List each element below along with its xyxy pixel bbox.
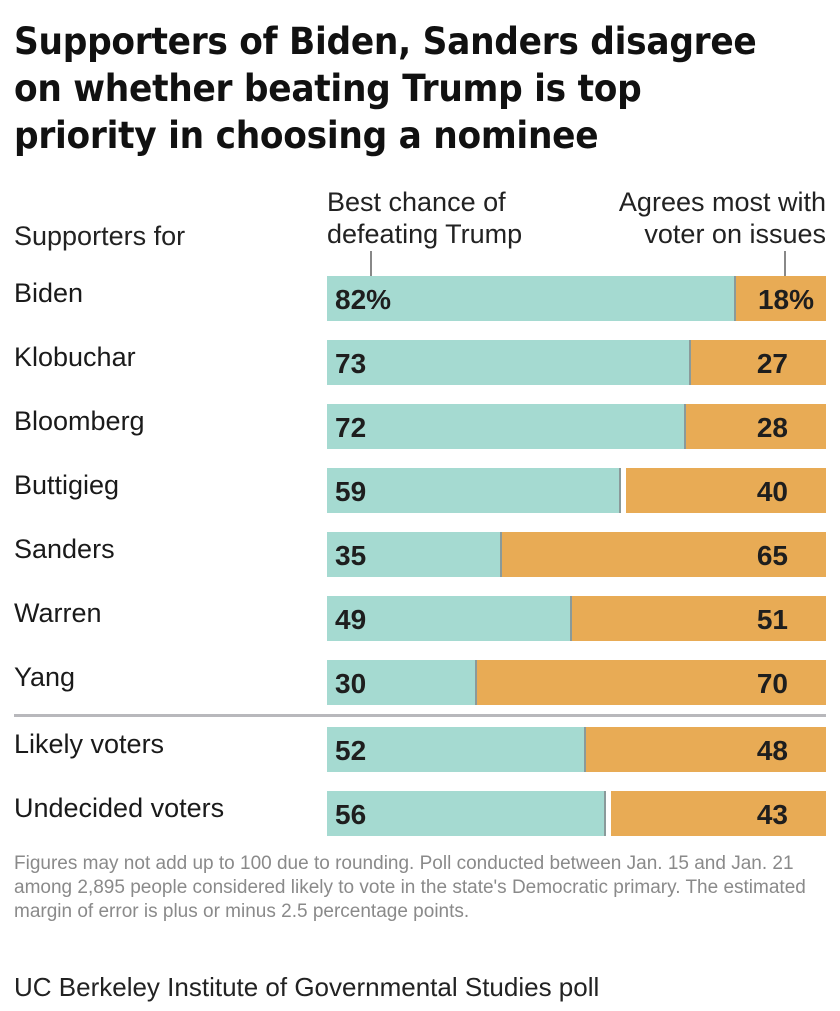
bar-agrees-on-issues-warren (571, 596, 826, 641)
bar-defeating-trump-likely-voters (327, 727, 587, 772)
category-label-buttigieg: Buttigieg (14, 470, 120, 500)
category-label-sanders: Sanders (14, 534, 115, 564)
legend-series-a-line1: Best chance of (327, 187, 506, 217)
legend-pointer-a (370, 251, 372, 277)
legend-series-b: Agrees most with voter on issues (619, 186, 826, 250)
bar-agrees-on-issues-sanders (501, 532, 826, 577)
legend-series-b-line2: voter on issues (644, 219, 826, 249)
row-header: Supporters for (14, 221, 186, 251)
category-label-warren: Warren (14, 598, 102, 628)
chart-title: Supporters of Biden, Sanders disagree on… (14, 20, 757, 157)
bar-agrees-on-issues-yang (476, 660, 826, 705)
legend-series-a: Best chance of defeating Trump (327, 186, 522, 250)
bar-defeating-trump-yang (327, 660, 477, 705)
legend-series-b-line1: Agrees most with (618, 187, 826, 217)
footnote: Figures may not add up to 100 due to rou… (14, 853, 806, 922)
bar-defeating-trump-undecided-voters (327, 791, 607, 836)
legend-pointer-b (784, 251, 786, 277)
category-label-biden: Biden (14, 278, 84, 308)
bar-defeating-trump-buttigieg (327, 468, 622, 513)
bar-defeating-trump-bloomberg (327, 404, 687, 449)
category-label-klobuchar: Klobuchar (14, 342, 136, 372)
category-label-yang: Yang (14, 662, 76, 692)
bar-agrees-on-issues-undecided-voters (611, 791, 826, 836)
legend-series-a-line2: defeating Trump (327, 219, 523, 249)
category-label-undecided-voters: Undecided voters (14, 793, 225, 823)
bar-agrees-on-issues-likely-voters (586, 727, 826, 772)
category-label-likely-voters: Likely voters (14, 729, 165, 759)
source-credit: UC Berkeley Institute of Governmental St… (14, 972, 600, 1002)
bar-agrees-on-issues-bloomberg (686, 404, 826, 449)
category-label-bloomberg: Bloomberg (14, 406, 145, 436)
bar-defeating-trump-biden (327, 276, 737, 321)
group-separator (14, 714, 826, 717)
bar-agrees-on-issues-buttigieg (626, 468, 826, 513)
bar-defeating-trump-warren (327, 596, 572, 641)
bar-agrees-on-issues-biden (736, 276, 826, 321)
bar-agrees-on-issues-klobuchar (691, 340, 826, 385)
bar-defeating-trump-sanders (327, 532, 502, 577)
bar-defeating-trump-klobuchar (327, 340, 692, 385)
